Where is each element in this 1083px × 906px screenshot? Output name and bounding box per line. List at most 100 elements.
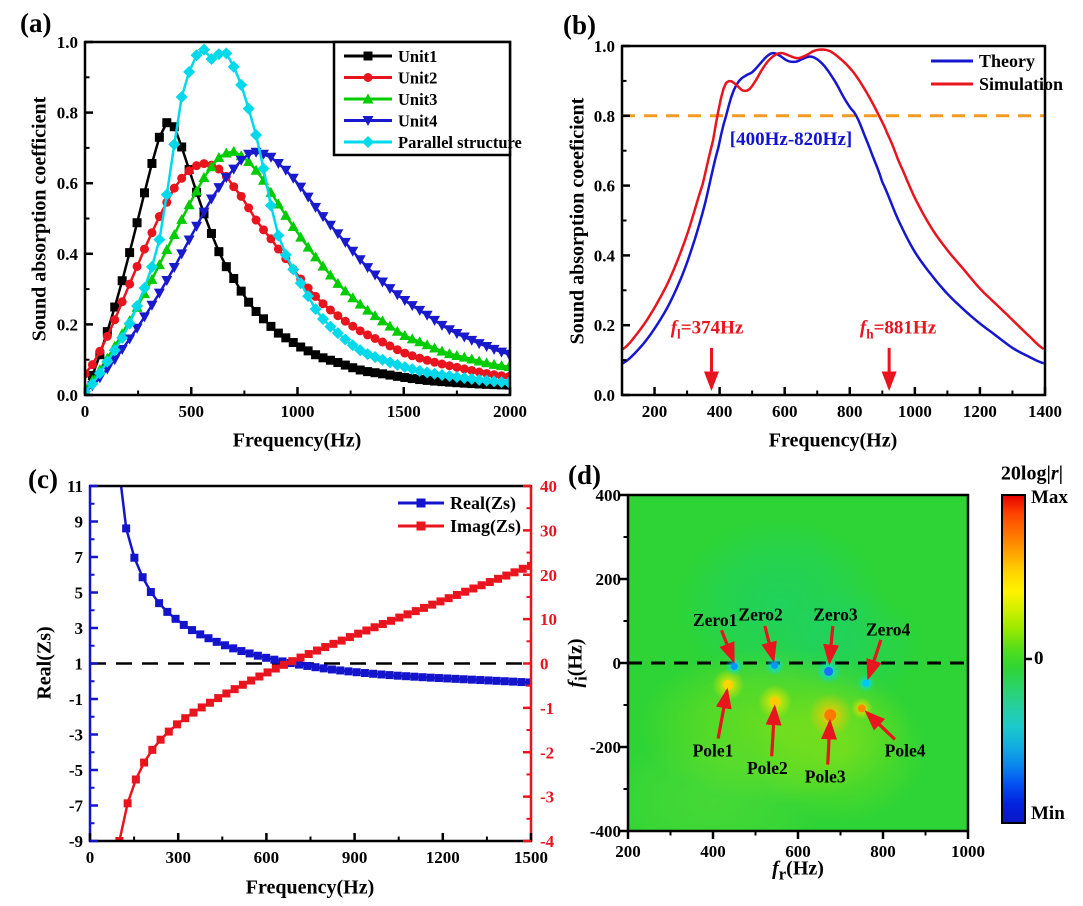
marker-triangle-down <box>265 152 277 163</box>
y-tick-label: 1.0 <box>594 37 615 56</box>
marker-square <box>500 677 509 686</box>
marker-circle <box>273 244 283 254</box>
marker-triangle-down <box>317 212 329 223</box>
marker-square <box>415 375 425 385</box>
marker-triangle-down <box>429 315 441 326</box>
marker-square <box>327 665 336 674</box>
marker-square <box>527 561 531 570</box>
colorbar-title-post: | <box>1058 462 1064 485</box>
panel-d: Zero1 Zero2 Zero3 Zero4 Pole1 Pole2 Pole3 Pole4… <box>590 486 1032 861</box>
marker-square <box>400 373 410 383</box>
point-label-Pole3: Pole3 <box>805 766 846 786</box>
marker-circle <box>140 244 149 254</box>
marker-triangle-up <box>354 298 366 309</box>
marker-circle <box>244 203 254 213</box>
marker-circle <box>474 367 484 377</box>
marker-square <box>430 376 440 386</box>
marker-diamond <box>205 52 218 65</box>
marker-square <box>140 188 149 198</box>
marker-square <box>154 132 164 142</box>
marker-square <box>354 629 363 638</box>
marker-circle <box>437 359 447 369</box>
marker-circle <box>199 159 209 169</box>
marker-circle <box>415 353 425 363</box>
marker-square <box>262 653 271 662</box>
marker-circle <box>125 279 135 289</box>
marker-circle <box>363 73 373 82</box>
marker-square <box>169 122 179 132</box>
marker-square <box>110 302 120 312</box>
marker-triangle-down <box>302 192 314 203</box>
marker-triangle-down <box>354 255 366 266</box>
x-tick-label: 1000 <box>898 402 932 421</box>
marker-square <box>402 672 411 681</box>
panel-d-xaxis-title-rest: (Hz) <box>786 857 824 880</box>
y-tick-label: -1 <box>540 699 554 718</box>
y-tick-label: 0.2 <box>57 315 78 334</box>
marker-diamond <box>279 248 292 261</box>
panel-c-xaxis-title: Frequency(Hz) <box>245 876 375 899</box>
panel-d-label: (d) <box>568 460 601 490</box>
marker-triangle-down <box>414 305 426 316</box>
y-tick-label: 0.4 <box>594 246 616 265</box>
panel-b-xaxis-title: Frequency(Hz) <box>768 429 898 452</box>
marker-square <box>418 673 427 682</box>
marker-diamond <box>421 366 434 379</box>
marker-square <box>411 607 420 616</box>
marker-triangle-up <box>250 164 262 175</box>
marker-circle <box>87 360 97 370</box>
marker-square <box>244 297 254 307</box>
marker-square <box>494 574 503 583</box>
marker-triangle-up <box>458 351 470 362</box>
marker-square <box>392 371 402 381</box>
pointer-arrow-Zero1 <box>719 629 735 664</box>
x-tick-label: 0 <box>86 848 95 867</box>
marker-triangle-up <box>384 320 396 331</box>
zero-core-Zero2 <box>771 662 779 670</box>
marker-triangle-down <box>310 202 322 213</box>
marker-triangle-down <box>116 345 128 356</box>
marker-circle <box>452 362 462 372</box>
marker-square <box>236 286 246 296</box>
y-tick-label: -4 <box>540 832 555 851</box>
marker-triangle-up <box>473 355 485 366</box>
marker-triangle-down <box>228 164 240 175</box>
marker-square <box>436 597 445 606</box>
marker-square <box>281 333 291 343</box>
marker-square <box>459 675 468 684</box>
marker-triangle-down <box>339 237 351 248</box>
marker-square <box>266 321 276 331</box>
x-tick-label: 1500 <box>387 402 421 421</box>
marker-circle <box>400 348 410 358</box>
marker-diamond <box>480 374 493 387</box>
marker-square <box>214 247 224 257</box>
marker-triangle-down <box>139 312 150 323</box>
marker-triangle-down <box>280 165 292 176</box>
marker-square <box>355 365 365 375</box>
marker-circle <box>444 361 454 371</box>
marker-square <box>363 367 373 377</box>
marker-square <box>333 358 343 368</box>
marker-diamond <box>93 367 106 380</box>
panel-a-series <box>85 43 510 395</box>
x-tick-label: 1200 <box>426 848 460 867</box>
marker-triangle-down <box>153 288 165 299</box>
marker-square <box>280 660 289 669</box>
marker-triangle-down <box>421 310 433 321</box>
marker-diamond <box>227 60 240 73</box>
panel-c-series <box>90 486 531 841</box>
marker-triangle-down <box>451 329 463 340</box>
marker-triangle-up <box>391 325 403 336</box>
marker-triangle-up <box>362 304 374 315</box>
marker-triangle-up <box>488 358 500 369</box>
heatmap-interior: Zero1 Zero2 Zero3 Zero4 Pole1 Pole2 Pole3 Pole4 <box>628 495 968 831</box>
marker-triangle-up <box>421 339 433 350</box>
marker-square <box>304 650 313 659</box>
marker-triangle-up <box>377 315 388 326</box>
marker-triangle-down <box>369 270 381 281</box>
marker-circle <box>169 183 179 193</box>
marker-square <box>485 578 494 587</box>
marker-square <box>336 666 345 675</box>
panel-c-legend: Real(Zs)Imag(Zs) <box>398 493 521 537</box>
